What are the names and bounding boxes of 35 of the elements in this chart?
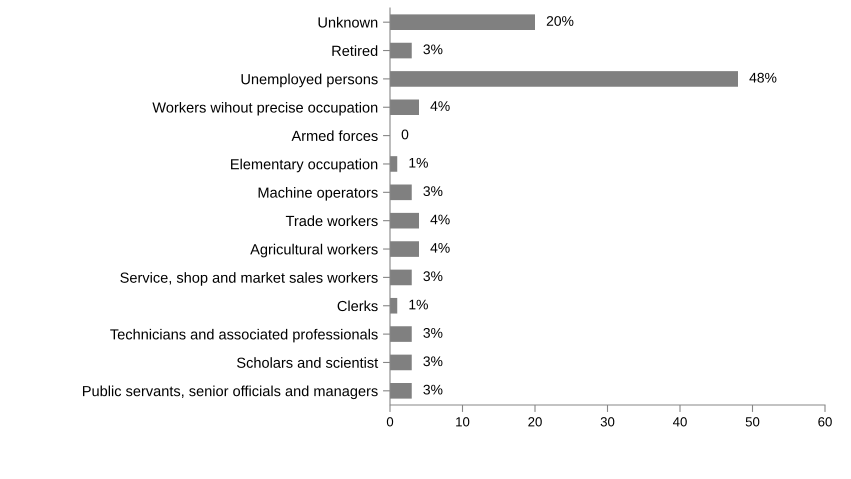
data-label: 1% bbox=[409, 300, 428, 310]
x-tick-label: 50 bbox=[746, 417, 760, 426]
x-tick-label: 40 bbox=[672, 417, 687, 426]
x-tick-label: 30 bbox=[600, 417, 614, 426]
y-tick-label: Clerks bbox=[338, 300, 378, 312]
data-label: 4% bbox=[430, 214, 450, 224]
data-label: 3% bbox=[423, 186, 442, 196]
y-tick-label: Machine operators bbox=[258, 187, 378, 201]
data-label: 3% bbox=[423, 271, 442, 282]
x-tick-label: 20 bbox=[528, 417, 542, 426]
y-tick-label: Technicians and associated professionals bbox=[110, 328, 378, 342]
data-label: 1% bbox=[409, 158, 428, 168]
data-label: 3% bbox=[423, 356, 442, 366]
x-tick-label: 0 bbox=[386, 417, 394, 426]
y-tick-label: Unemployed persons bbox=[242, 74, 378, 88]
data-label: 3% bbox=[423, 44, 442, 54]
data-label: 3% bbox=[423, 328, 442, 338]
y-tick-label: Service, shop and market sales workers bbox=[120, 272, 378, 286]
y-tick-label: Trade workers bbox=[286, 215, 378, 226]
y-tick-label: Agricultural workers bbox=[250, 244, 378, 258]
x-tick-label: 60 bbox=[818, 417, 832, 426]
y-tick-label: Scholars and scientist bbox=[237, 357, 378, 368]
data-label: 48% bbox=[749, 72, 776, 83]
data-label: 3% bbox=[423, 384, 442, 395]
y-tick-label: Workers wihout precise occupation bbox=[152, 102, 378, 116]
y-tick-label: Retired bbox=[332, 45, 378, 56]
data-label: 0 bbox=[402, 130, 408, 140]
data-label: 4% bbox=[430, 101, 450, 111]
y-tick-label: Armed forces bbox=[292, 130, 378, 142]
y-tick-label: Unknown bbox=[318, 16, 378, 28]
data-label: 4% bbox=[430, 242, 450, 253]
data-label: 20% bbox=[546, 16, 574, 26]
x-tick-label: 10 bbox=[456, 417, 470, 426]
y-tick-label: Public servants, senior officials and managers bbox=[82, 386, 378, 400]
y-tick-label: Elementary occupation bbox=[231, 158, 378, 172]
